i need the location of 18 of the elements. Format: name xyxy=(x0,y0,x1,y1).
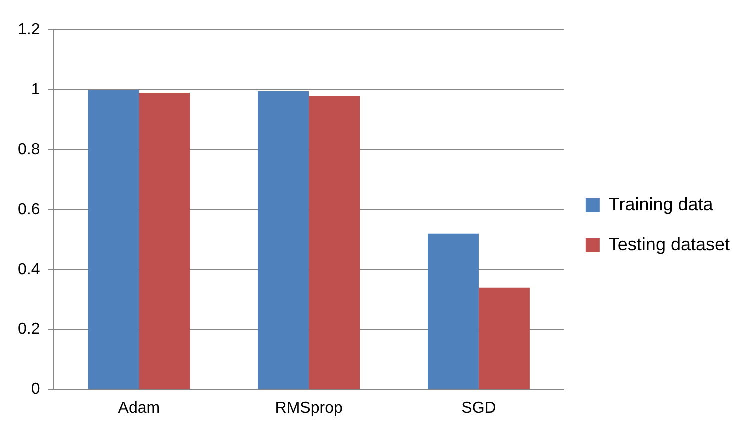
bar xyxy=(478,288,530,390)
y-tick-label: 1 xyxy=(31,81,40,98)
bar xyxy=(88,90,140,390)
y-tick-label: 0 xyxy=(31,381,40,398)
y-tick-label: 0.8 xyxy=(18,141,40,158)
x-tick-label: SGD xyxy=(462,400,496,417)
x-tick-label: Adam xyxy=(118,400,160,417)
y-tick-label: 0.4 xyxy=(18,261,40,278)
x-tick-label: RMSprop xyxy=(275,400,343,417)
legend-label: Testing dataset xyxy=(608,234,730,254)
y-tick-label: 0.6 xyxy=(18,201,40,218)
bar xyxy=(428,234,479,390)
y-tick-label: 1.2 xyxy=(18,21,40,38)
y-tick-label: 0.2 xyxy=(18,321,40,338)
bar xyxy=(258,91,310,390)
legend-label: Training data xyxy=(608,194,714,214)
bar xyxy=(309,96,360,390)
bar xyxy=(139,92,190,390)
